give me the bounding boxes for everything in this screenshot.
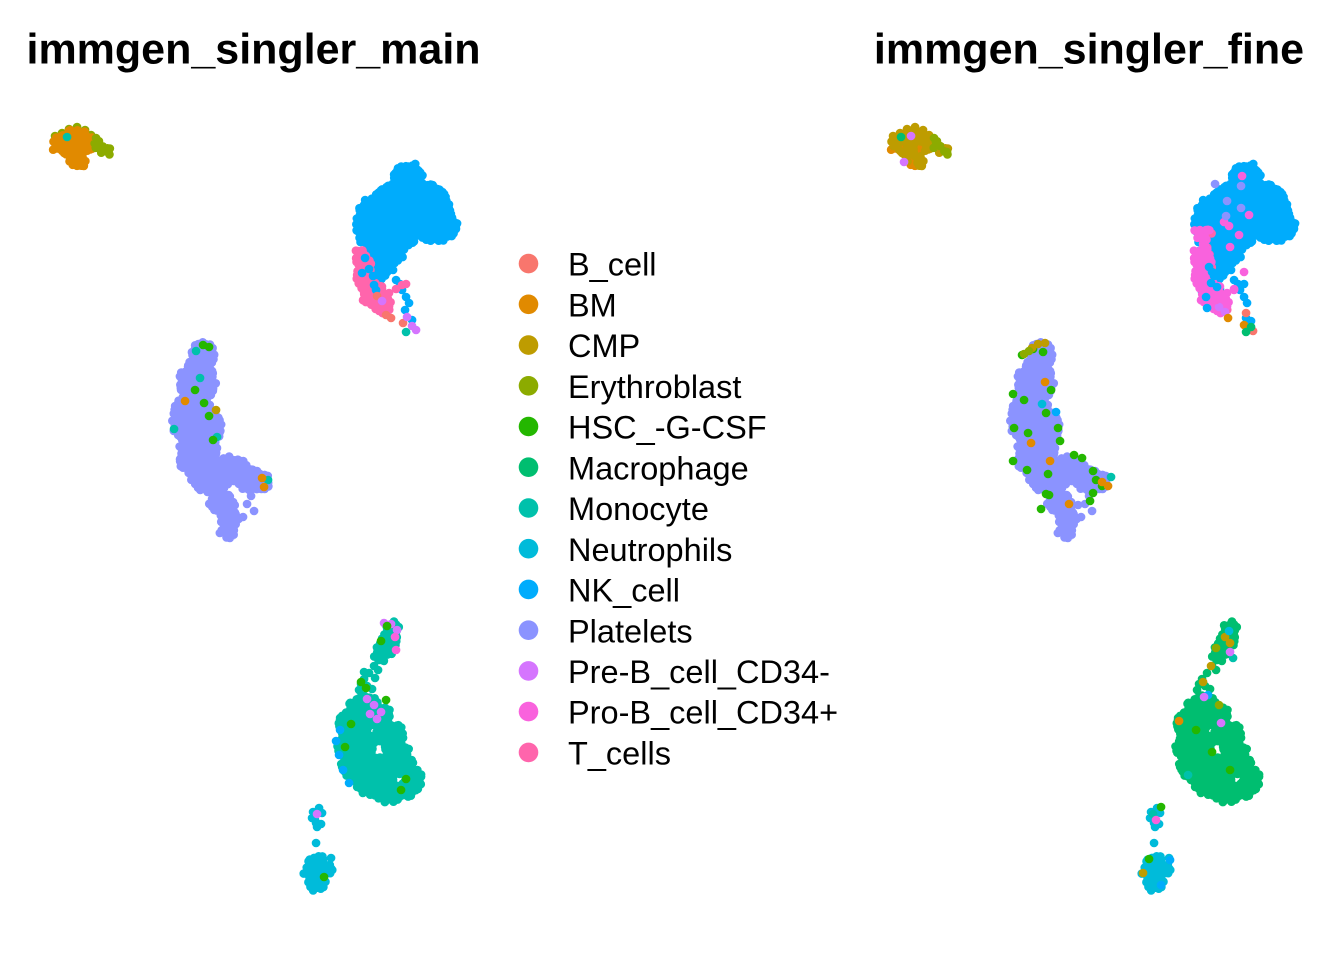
svg-text:CMP: CMP [568,328,640,364]
svg-text:HSC_-G-CSF: HSC_-G-CSF [568,410,767,446]
svg-text:NK_cell: NK_cell [568,573,680,609]
svg-text:Pro-B_cell_CD34+: Pro-B_cell_CD34+ [568,695,838,731]
svg-text:Monocyte: Monocyte [568,491,709,527]
svg-text:Erythroblast: Erythroblast [568,369,741,405]
svg-text:T_cells: T_cells [568,736,671,772]
svg-text:Neutrophils: Neutrophils [568,532,732,568]
svg-text:Platelets: Platelets [568,613,693,649]
svg-text:immgen_singler_fine: immgen_singler_fine [874,26,1304,74]
svg-text:Pre-B_cell_CD34-: Pre-B_cell_CD34- [568,654,830,690]
svg-text:BM: BM [568,287,617,323]
svg-text:Macrophage: Macrophage [568,450,749,486]
svg-text:B_cell: B_cell [568,247,657,283]
svg-text:immgen_singler_main: immgen_singler_main [27,26,481,74]
